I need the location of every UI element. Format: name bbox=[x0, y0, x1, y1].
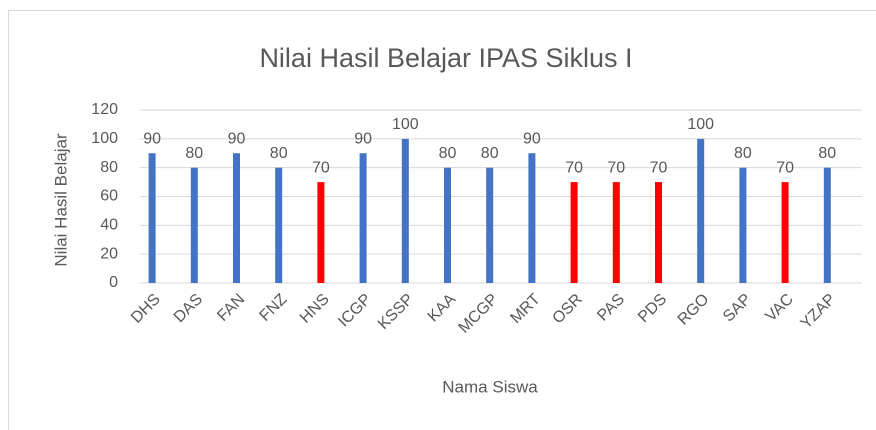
bar bbox=[148, 153, 156, 283]
x-tick-label: YZAP bbox=[798, 291, 840, 333]
bar bbox=[739, 167, 747, 283]
y-tick-label: 40 bbox=[100, 217, 118, 234]
y-tick-label: 20 bbox=[100, 245, 118, 262]
x-tick-label: PAS bbox=[594, 291, 628, 325]
y-tick-label: 60 bbox=[100, 188, 118, 205]
x-tick-label: RGO bbox=[675, 291, 713, 329]
bar bbox=[570, 182, 578, 283]
data-label: 70 bbox=[312, 159, 330, 176]
bar bbox=[190, 167, 198, 283]
x-tick-label: KSSP bbox=[375, 291, 417, 333]
x-tick-label: VAC bbox=[762, 291, 796, 325]
data-label: 80 bbox=[734, 145, 752, 162]
x-tick-label: DHS bbox=[128, 291, 164, 327]
chart-title: Nilai Hasil Belajar IPAS Siklus I bbox=[259, 43, 632, 73]
x-tick-label: ICGP bbox=[335, 291, 375, 331]
y-tick-label: 120 bbox=[91, 101, 118, 118]
x-axis-title: Nama Siswa bbox=[442, 377, 538, 396]
data-label: 90 bbox=[228, 130, 246, 147]
bar bbox=[359, 153, 367, 283]
x-tick-label: FAN bbox=[214, 291, 248, 325]
data-label: 70 bbox=[565, 159, 583, 176]
bar bbox=[697, 138, 705, 283]
y-axis-title: Nilai Hasil Belajar bbox=[51, 133, 70, 267]
bar bbox=[233, 153, 240, 283]
bar bbox=[401, 138, 409, 283]
x-tick-label: MCGP bbox=[456, 291, 502, 337]
x-tick-label: HNS bbox=[297, 291, 333, 327]
x-tick-label: OSR bbox=[549, 291, 586, 328]
data-label: 70 bbox=[650, 159, 668, 176]
bar bbox=[317, 182, 325, 283]
data-label: 100 bbox=[687, 116, 714, 133]
bar bbox=[444, 167, 451, 283]
data-label: 80 bbox=[270, 145, 288, 162]
bar bbox=[781, 182, 789, 283]
x-tick-label: DAS bbox=[171, 291, 206, 326]
data-label: 90 bbox=[143, 130, 161, 147]
data-label: 80 bbox=[185, 145, 203, 162]
x-tick-label: PDS bbox=[635, 291, 670, 326]
bar bbox=[655, 182, 662, 283]
data-label: 80 bbox=[481, 145, 499, 162]
data-label: 100 bbox=[392, 116, 419, 133]
data-label: 70 bbox=[776, 159, 794, 176]
bar bbox=[486, 167, 494, 283]
x-tick-label: SAP bbox=[720, 291, 755, 326]
bar bbox=[528, 153, 536, 283]
x-tick-label: KAA bbox=[425, 291, 460, 326]
y-tick-label: 80 bbox=[100, 159, 118, 176]
data-label: 80 bbox=[818, 145, 836, 162]
bar bbox=[612, 182, 620, 283]
data-label: 90 bbox=[354, 130, 372, 147]
data-label: 90 bbox=[523, 130, 541, 147]
y-tick-label: 0 bbox=[109, 274, 118, 291]
x-tick-label: FNZ bbox=[256, 291, 290, 325]
chart-frame bbox=[8, 10, 876, 430]
x-tick-label: MRT bbox=[507, 291, 543, 327]
data-label: 70 bbox=[607, 159, 625, 176]
y-tick-label: 100 bbox=[91, 130, 118, 147]
bar bbox=[823, 167, 831, 283]
data-label: 80 bbox=[439, 145, 457, 162]
bar bbox=[275, 167, 283, 283]
